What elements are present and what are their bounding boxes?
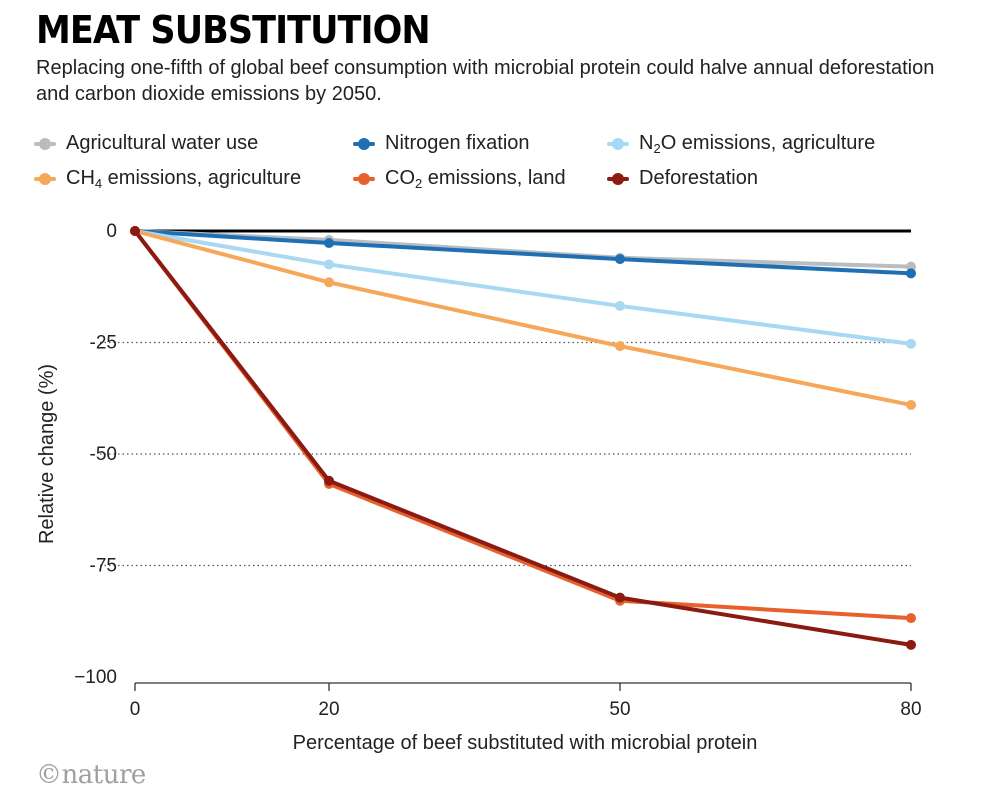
series-deforestation — [130, 226, 916, 650]
y-tick-label: -50 — [90, 444, 117, 465]
legend-item-water: Agricultural water use — [34, 132, 258, 155]
data-point-n2o — [906, 338, 916, 349]
chart-title: MEAT SUBSTITUTION — [36, 8, 431, 52]
series-line-n2o — [133, 229, 913, 346]
data-point-co2 — [906, 613, 916, 624]
data-point-ch4 — [324, 277, 334, 288]
grid-layer — [100, 229, 911, 567]
x-tick-label: 20 — [318, 699, 339, 720]
y-tick-label: −100 — [74, 667, 117, 688]
series-line-nitrogen — [133, 229, 913, 276]
legend-item-n2o: N2O emissions, agriculture — [607, 132, 875, 156]
nature-credit: ©nature — [36, 760, 146, 790]
x-tick-label: 80 — [900, 699, 921, 720]
legend-label-water: Agricultural water use — [66, 132, 259, 154]
series-n2o — [130, 226, 916, 349]
data-point-ch4 — [615, 341, 625, 352]
legend-item-co2: CO2 emissions, land — [353, 167, 566, 191]
legend-swatch-nitrogen — [353, 137, 375, 151]
x-tick-label: 50 — [609, 699, 630, 720]
legend-label-n2o: N2O emissions, agriculture — [639, 132, 876, 156]
legend-label-nitrogen: Nitrogen fixation — [385, 132, 530, 154]
data-point-deforestation — [906, 639, 916, 650]
x-axis-title: Percentage of beef substituted with micr… — [293, 732, 758, 754]
legend-item-nitrogen: Nitrogen fixation — [353, 132, 530, 155]
legend-swatch-water — [34, 137, 56, 151]
y-tick-label: -25 — [90, 333, 117, 354]
legend-label-co2: CO2 emissions, land — [385, 167, 566, 191]
series-layer — [130, 226, 916, 650]
y-tick-label: -75 — [90, 556, 117, 577]
x-tick-label: 0 — [130, 699, 141, 720]
legend-item-deforestation: Deforestation — [607, 167, 758, 190]
y-tick-label: 0 — [106, 221, 117, 242]
data-point-nitrogen — [324, 238, 334, 249]
series-co2 — [130, 226, 916, 624]
series-line-deforestation — [133, 229, 913, 647]
data-point-deforestation — [615, 592, 625, 603]
legend-swatch-deforestation — [607, 172, 629, 186]
data-point-deforestation — [130, 226, 140, 236]
data-point-ch4 — [906, 399, 916, 410]
chart-subtitle: Replacing one-fifth of global beef consu… — [36, 57, 935, 105]
legend-swatch-ch4 — [34, 172, 56, 186]
axis-layer: 0 -25 -50 -75 −100 0 20 50 80 — [74, 221, 921, 720]
data-point-nitrogen — [906, 268, 916, 279]
legend-label-deforestation: Deforestation — [639, 167, 758, 189]
series-line-ch4 — [133, 229, 913, 407]
data-point-n2o — [324, 259, 334, 270]
legend-swatch-co2 — [353, 172, 375, 186]
legend-item-ch4: CH4 emissions, agriculture — [34, 167, 301, 191]
data-point-nitrogen — [615, 254, 625, 265]
legend-label-ch4: CH4 emissions, agriculture — [66, 167, 302, 191]
y-axis-title: Relative change (%) — [36, 364, 58, 544]
data-point-n2o — [615, 300, 625, 311]
data-point-deforestation — [324, 475, 334, 486]
legend-swatch-n2o — [607, 137, 629, 151]
